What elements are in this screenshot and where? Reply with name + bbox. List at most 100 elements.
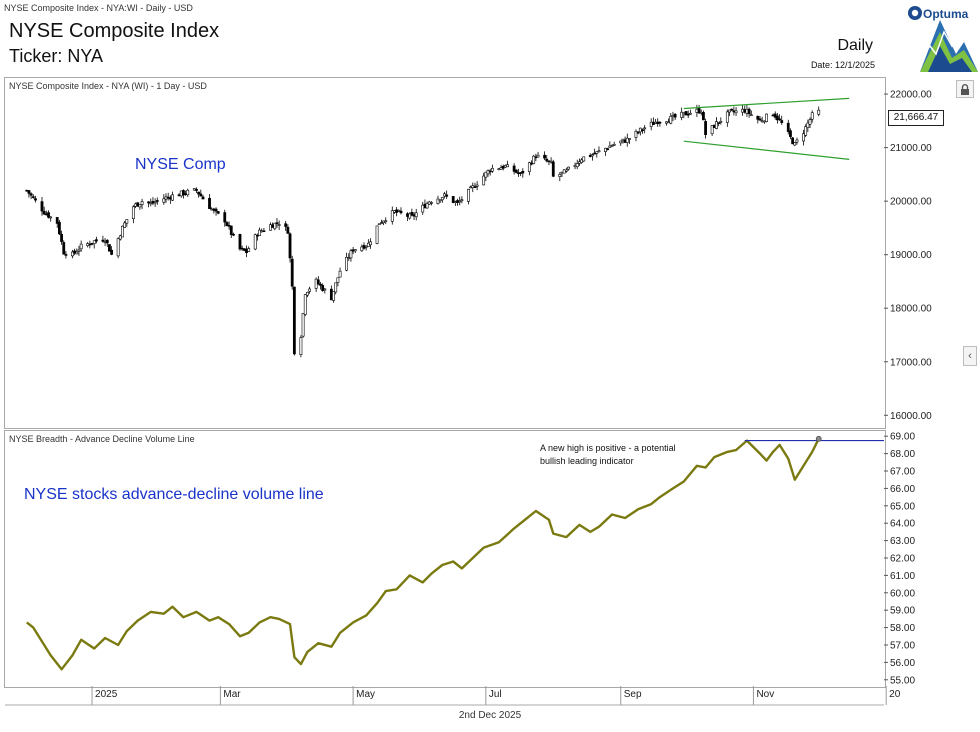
breadth-y-tick-label: 65.00 bbox=[890, 501, 915, 512]
candle-body bbox=[258, 229, 261, 236]
candle-body bbox=[71, 251, 74, 257]
x-tick-label: Sep bbox=[624, 689, 642, 700]
candle-body bbox=[47, 212, 50, 218]
price-panel bbox=[4, 77, 886, 429]
candle-body bbox=[245, 248, 248, 254]
candle-body bbox=[182, 190, 185, 196]
candle-body bbox=[567, 166, 570, 170]
candle-body bbox=[201, 196, 205, 200]
candle-body bbox=[543, 154, 546, 159]
candle-body bbox=[595, 151, 599, 154]
candle-body bbox=[25, 189, 29, 192]
lock-button[interactable] bbox=[956, 80, 974, 98]
candle-body bbox=[762, 120, 766, 123]
candle-body bbox=[467, 188, 470, 202]
candle-body bbox=[623, 139, 627, 143]
channel-lower-line bbox=[683, 140, 850, 160]
date-label: Date: 12/1/2025 bbox=[810, 60, 875, 70]
candle-body bbox=[673, 113, 677, 118]
candle-body bbox=[155, 200, 159, 202]
candle-body bbox=[105, 239, 109, 244]
candle-body bbox=[488, 170, 492, 173]
candle-body bbox=[275, 222, 279, 224]
candle-body bbox=[651, 121, 655, 126]
x-tick-label: 2025 bbox=[95, 689, 118, 700]
candle-body bbox=[208, 197, 211, 209]
candle-body bbox=[712, 124, 716, 128]
collapse-panel-button[interactable]: ‹ bbox=[963, 346, 977, 366]
candle-body bbox=[149, 202, 153, 205]
candle-body bbox=[732, 110, 736, 113]
candle-body bbox=[667, 121, 671, 124]
breadth-note: A new high is positive - a potential bul… bbox=[540, 443, 676, 466]
candle-body bbox=[734, 110, 738, 114]
candle-body bbox=[471, 185, 475, 188]
candle-body bbox=[62, 242, 66, 255]
optuma-logo: Optuma bbox=[906, 2, 978, 74]
candle-body bbox=[577, 161, 581, 164]
candle-body bbox=[212, 208, 216, 211]
candle-body bbox=[771, 114, 775, 117]
candle-body bbox=[710, 125, 714, 135]
candle-body bbox=[575, 163, 579, 168]
breadth-y-tick-label: 63.00 bbox=[890, 536, 915, 547]
candle-body bbox=[240, 247, 244, 250]
candle-body bbox=[382, 220, 385, 224]
candle-body bbox=[108, 244, 111, 252]
candle-body bbox=[504, 165, 507, 168]
candle-body bbox=[414, 212, 418, 218]
candle-body bbox=[362, 245, 366, 249]
logo-graphic: Optuma bbox=[908, 6, 978, 72]
candle-body bbox=[216, 211, 220, 214]
candle-body bbox=[321, 285, 325, 291]
candle-body bbox=[758, 118, 762, 121]
logo-text: Optuma bbox=[923, 7, 969, 21]
candle-body bbox=[64, 254, 68, 256]
candle-body bbox=[545, 158, 549, 162]
breadth-y-tick-label: 67.00 bbox=[890, 467, 915, 478]
breadth-y-tick-label: 64.00 bbox=[890, 519, 915, 530]
candle-body bbox=[686, 113, 690, 116]
candle-body bbox=[438, 199, 442, 202]
candle-body bbox=[301, 313, 305, 337]
breadth-y-tick-label: 69.00 bbox=[890, 432, 915, 443]
candle-body bbox=[101, 239, 105, 242]
candle-body bbox=[747, 108, 751, 115]
candle-body bbox=[451, 196, 455, 203]
candle-body bbox=[445, 194, 449, 197]
candle-body bbox=[347, 257, 351, 259]
candle-body bbox=[810, 112, 814, 120]
candle-body bbox=[393, 210, 396, 213]
candle-body bbox=[423, 203, 427, 209]
candle-body bbox=[164, 196, 168, 200]
candle-body bbox=[57, 221, 61, 235]
breadth-y-tick-label: 60.00 bbox=[890, 588, 915, 599]
candle-body bbox=[512, 165, 516, 172]
breadth-panel bbox=[4, 430, 886, 688]
candle-body bbox=[458, 200, 462, 203]
candle-body bbox=[682, 111, 686, 115]
window-caption: NYSE Composite Index - NYA:WI - Daily - … bbox=[4, 3, 193, 13]
candle-body bbox=[621, 138, 625, 141]
breadth-y-tick-label: 62.00 bbox=[890, 554, 915, 565]
candle-body bbox=[136, 202, 140, 207]
candle-body bbox=[286, 226, 290, 234]
candle-body bbox=[88, 243, 92, 246]
candle-body bbox=[791, 137, 795, 145]
breadth-y-tick-label: 66.00 bbox=[890, 484, 915, 495]
candle-body bbox=[427, 201, 431, 205]
candle-body bbox=[514, 169, 518, 173]
candle-body bbox=[641, 129, 644, 131]
candle-body bbox=[292, 286, 296, 355]
price-panel-label: NYSE Composite Index - NYA (WI) - 1 Day … bbox=[9, 81, 207, 91]
candle-body bbox=[793, 142, 797, 146]
candle-body bbox=[116, 238, 120, 257]
candle-body bbox=[299, 337, 303, 355]
candle-body bbox=[73, 250, 77, 254]
candle-body bbox=[786, 122, 790, 132]
candle-body bbox=[118, 235, 122, 240]
candle-body bbox=[242, 248, 246, 251]
candle-body bbox=[410, 212, 414, 216]
candle-body bbox=[756, 115, 760, 120]
candle-body bbox=[725, 111, 729, 123]
